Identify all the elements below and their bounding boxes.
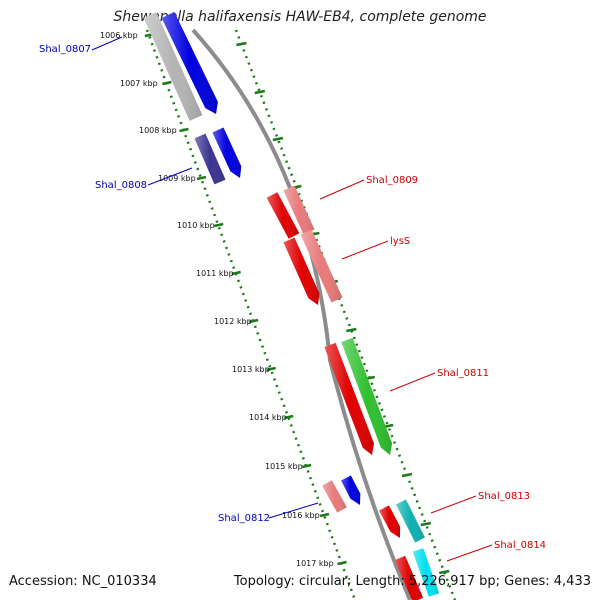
inner-major-tick-7 — [266, 366, 276, 372]
gene-label-shal_0809[interactable]: Shal_0809 — [366, 175, 418, 186]
gene-label-shal_0812[interactable]: Shal_0812 — [218, 513, 270, 524]
feature-navy-shade — [194, 133, 226, 185]
inner-major-tick-8 — [283, 414, 294, 420]
gene-label-shal_0811[interactable]: Shal_0811 — [437, 368, 489, 379]
outer-major-tick-0 — [236, 41, 247, 47]
tick-label-7: 1013 kbp — [232, 365, 270, 374]
gene-label-shal_0807[interactable]: Shal_0807 — [39, 44, 91, 55]
feature-red-4-shade — [379, 505, 401, 538]
inner-tick-ring — [145, 29, 357, 600]
inner-major-tick-4 — [213, 222, 224, 228]
gene-label-shal_0814[interactable]: Shal_0814 — [494, 540, 546, 551]
outer-ticks — [236, 41, 450, 575]
outer-major-tick-9 — [401, 472, 413, 478]
accession-text: Accession: NC_010334 — [9, 574, 157, 589]
tick-label-6: 1012 kbp — [214, 317, 252, 326]
feature-red-1-shade — [266, 192, 300, 239]
gene-labels: Shal_0807 Shal_0808 Shal_0812 Shal_0809 lysS… — [39, 36, 546, 562]
inner-major-tick-2 — [179, 127, 189, 133]
tick-label-10: 1016 kbp — [282, 511, 320, 520]
feature-pink-1-shade — [283, 185, 315, 235]
leader-line-left-1 — [147, 167, 193, 186]
feature-green-shade — [341, 337, 393, 455]
inner-major-tick-6 — [248, 318, 259, 324]
feature-blue-2-shade — [212, 127, 242, 178]
inner-major-tick-9 — [301, 463, 312, 469]
inner-ticks — [144, 32, 347, 566]
tick-label-9: 1015 kbp — [265, 462, 303, 471]
tick-label-11: 1017 kbp — [296, 559, 334, 568]
feature-pink-2-shade — [300, 229, 343, 303]
outer-major-tick-11 — [438, 569, 450, 575]
tick-label-0: 1006 kbp — [100, 31, 138, 40]
inner-major-tick-1 — [162, 80, 172, 86]
gene-label-lyss[interactable]: lysS — [390, 236, 410, 247]
tick-label-2: 1008 kbp — [139, 126, 177, 135]
tick-label-4: 1010 kbp — [177, 221, 215, 230]
leader-line-right-4 — [446, 544, 493, 562]
features — [143, 11, 440, 600]
tick-label-3: 1009 kbp — [158, 174, 196, 183]
outer-major-tick-2 — [272, 136, 284, 142]
feature-grey-shade — [143, 12, 203, 121]
outer-major-tick-1 — [254, 89, 266, 95]
feature-red-2-shade — [283, 237, 320, 305]
feature-blue-3-shade — [341, 475, 361, 505]
leader-line-right-3 — [430, 495, 477, 514]
tick-labels: 1006 kbp 1007 kbp 1008 kbp 1009 kbp 1010 kbp… — [100, 31, 334, 568]
leader-line-right-1 — [341, 240, 389, 260]
genome-backbone — [191, 28, 412, 600]
inner-major-tick-11 — [337, 560, 347, 566]
inner-major-tick-10 — [319, 512, 330, 518]
gene-label-shal_0813[interactable]: Shal_0813 — [478, 491, 530, 502]
tick-label-1: 1007 kbp — [120, 79, 158, 88]
leader-line-right-2 — [389, 372, 436, 392]
tick-label-8: 1014 kbp — [249, 413, 287, 422]
feature-teal-shade — [396, 499, 425, 543]
feature-pink-3-shade — [322, 480, 347, 513]
feature-red-5-shade — [394, 555, 424, 600]
outer-major-tick-10 — [420, 521, 432, 527]
feature-blue-1-shade — [161, 11, 218, 114]
outer-major-tick-6 — [346, 327, 357, 333]
leader-line-right-0 — [319, 179, 365, 200]
leader-line-left-0 — [91, 36, 123, 51]
feature-red-3-shade — [324, 342, 374, 455]
map-title: Shewanella halifaxensis HAW-EB4, complet… — [113, 9, 487, 25]
inner-major-tick-5 — [231, 270, 241, 276]
tick-label-5: 1011 kbp — [196, 269, 234, 278]
leader-line-left-2 — [268, 502, 319, 519]
genome-summary-text: Topology: circular; Length: 5,226,917 bp… — [233, 574, 591, 589]
feature-cyan-shade — [412, 548, 440, 597]
inner-major-tick-3 — [196, 175, 207, 181]
gene-label-shal_0808[interactable]: Shal_0808 — [95, 180, 147, 191]
